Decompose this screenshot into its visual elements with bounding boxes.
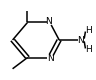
Text: N: N [46, 17, 52, 26]
Text: N: N [77, 36, 84, 44]
Text: H: H [85, 45, 91, 54]
Text: N: N [47, 54, 54, 63]
Text: H: H [85, 26, 91, 35]
